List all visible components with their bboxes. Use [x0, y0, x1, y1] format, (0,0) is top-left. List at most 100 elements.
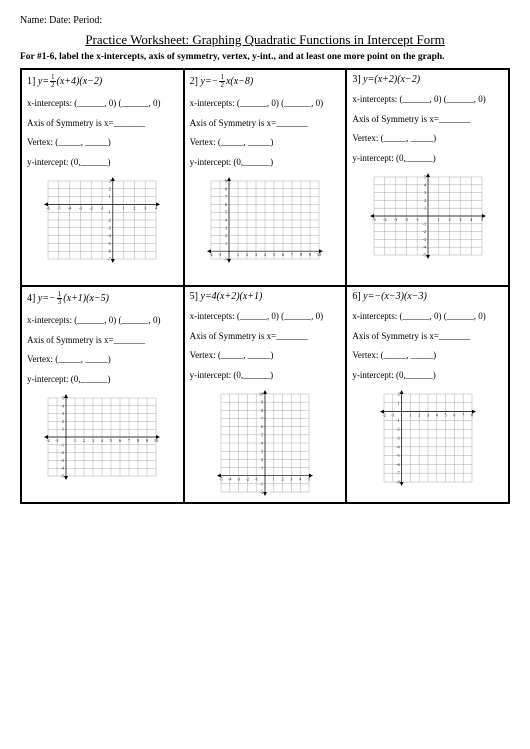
svg-text:10: 10: [154, 438, 158, 443]
problems-grid: 1] y=12(x+4)(x−2) x-intercepts: (______,…: [20, 68, 510, 504]
svg-text:-5: -5: [396, 453, 399, 458]
svg-text:1: 1: [261, 465, 263, 470]
svg-text:-4: -4: [228, 477, 231, 482]
svg-text:-5: -5: [422, 253, 425, 258]
graph: -2-112345678910-1123456789: [190, 175, 341, 265]
svg-text:4: 4: [424, 182, 426, 187]
svg-text:-2: -2: [422, 229, 425, 234]
svg-text:9: 9: [261, 400, 263, 405]
svg-text:-6: -6: [108, 249, 111, 254]
svg-text:9: 9: [225, 179, 227, 184]
x-intercepts-field: x-intercepts: (______, 0) (______, 0): [27, 97, 178, 111]
graph: -2-112345678910-5-4-3-2-112345: [27, 392, 178, 482]
svg-text:2: 2: [225, 233, 227, 238]
axis-of-symmetry-field: Axis of Symmetry is x=_______: [352, 330, 503, 344]
svg-text:1: 1: [237, 252, 239, 257]
problem-number: 6]: [352, 291, 360, 302]
svg-text:8: 8: [300, 252, 302, 257]
problem-cell-5: 5] y=4(x+2)(x+1) x-intercepts: (______, …: [184, 286, 347, 503]
svg-text:4: 4: [264, 252, 266, 257]
svg-text:-5: -5: [372, 217, 375, 222]
svg-text:-1: -1: [415, 217, 418, 222]
svg-text:10: 10: [317, 252, 321, 257]
svg-text:1: 1: [437, 217, 439, 222]
svg-text:6: 6: [119, 438, 121, 443]
equation: 4] y=−13(x+1)(x−5): [27, 291, 178, 306]
svg-text:7: 7: [128, 438, 130, 443]
problem-cell-3: 3] y=(x+2)(x−2) x-intercepts: (______, 0…: [346, 69, 509, 286]
svg-text:4: 4: [261, 441, 263, 446]
svg-text:6: 6: [225, 202, 227, 207]
problem-number: 4]: [27, 293, 35, 304]
axis-of-symmetry-field: Axis of Symmetry is x=_______: [352, 113, 503, 127]
svg-text:8: 8: [225, 186, 227, 191]
svg-text:-4: -4: [422, 245, 425, 250]
vertex-field: Vertex: (_____, _____): [27, 353, 178, 367]
svg-text:-1: -1: [101, 205, 104, 210]
svg-text:-5: -5: [108, 241, 111, 246]
svg-text:2: 2: [424, 198, 426, 203]
graph: -5-4-3-2-112345-2-112345678910: [190, 388, 341, 498]
svg-text:9: 9: [146, 438, 148, 443]
svg-text:5: 5: [62, 396, 64, 401]
problem-number: 5]: [190, 291, 198, 302]
svg-text:2: 2: [62, 419, 64, 424]
svg-text:7: 7: [225, 194, 227, 199]
svg-text:3: 3: [255, 252, 257, 257]
svg-text:4: 4: [470, 217, 472, 222]
svg-text:5: 5: [225, 210, 227, 215]
svg-text:-5: -5: [61, 474, 64, 479]
svg-text:-2: -2: [47, 438, 50, 443]
equation: 2] y=−12x(x−8): [190, 74, 341, 89]
svg-text:1: 1: [225, 241, 227, 246]
svg-text:-4: -4: [108, 233, 111, 238]
svg-text:2: 2: [109, 186, 111, 191]
svg-text:-4: -4: [396, 444, 399, 449]
svg-text:1: 1: [74, 438, 76, 443]
svg-text:2: 2: [397, 392, 399, 397]
svg-text:3: 3: [261, 449, 263, 454]
svg-text:-2: -2: [108, 218, 111, 223]
svg-text:2: 2: [83, 438, 85, 443]
svg-text:-1: -1: [422, 221, 425, 226]
svg-text:5: 5: [308, 477, 310, 482]
instructions: For #1-6, label the x-intercepts, axis o…: [20, 52, 510, 62]
y-intercept-field: y-intercept: (0,______): [190, 156, 341, 170]
svg-text:-2: -2: [404, 217, 407, 222]
svg-text:3: 3: [109, 179, 111, 184]
svg-text:-1: -1: [61, 442, 64, 447]
svg-text:-3: -3: [79, 205, 82, 210]
svg-text:-5: -5: [219, 477, 222, 482]
x-intercepts-field: x-intercepts: (______, 0) (______, 0): [27, 314, 178, 328]
axis-of-symmetry-field: Axis of Symmetry is x=_______: [27, 334, 178, 348]
svg-text:-1: -1: [224, 257, 227, 262]
y-intercept-field: y-intercept: (0,______): [27, 373, 178, 387]
svg-text:8: 8: [471, 413, 473, 418]
svg-text:3: 3: [424, 190, 426, 195]
svg-text:6: 6: [261, 424, 263, 429]
svg-text:8: 8: [137, 438, 139, 443]
svg-text:2: 2: [418, 413, 420, 418]
graph: -6-5-4-3-2-11234-7-6-5-4-3-2-1123: [27, 175, 178, 265]
vertex-field: Vertex: (_____, _____): [190, 349, 341, 363]
svg-text:6: 6: [282, 252, 284, 257]
svg-text:5: 5: [481, 217, 483, 222]
problem-number: 3]: [352, 74, 360, 85]
svg-text:4: 4: [225, 218, 227, 223]
svg-text:-2: -2: [246, 477, 249, 482]
svg-text:-1: -1: [260, 481, 263, 486]
svg-text:2: 2: [261, 457, 263, 462]
svg-text:1: 1: [397, 400, 399, 405]
problem-cell-4: 4] y=−13(x+1)(x−5) x-intercepts: (______…: [21, 286, 184, 503]
svg-text:-8: -8: [396, 480, 399, 485]
svg-text:-1: -1: [218, 252, 221, 257]
x-intercepts-field: x-intercepts: (______, 0) (______, 0): [352, 93, 503, 107]
svg-text:3: 3: [459, 217, 461, 222]
axis-of-symmetry-field: Axis of Symmetry is x=_______: [190, 330, 341, 344]
graph: -5-4-3-2-112345-5-4-3-2-112345: [352, 171, 503, 261]
svg-text:-3: -3: [61, 458, 64, 463]
svg-text:3: 3: [92, 438, 94, 443]
svg-text:10: 10: [259, 392, 263, 397]
svg-text:-1: -1: [108, 210, 111, 215]
svg-text:-4: -4: [61, 466, 64, 471]
